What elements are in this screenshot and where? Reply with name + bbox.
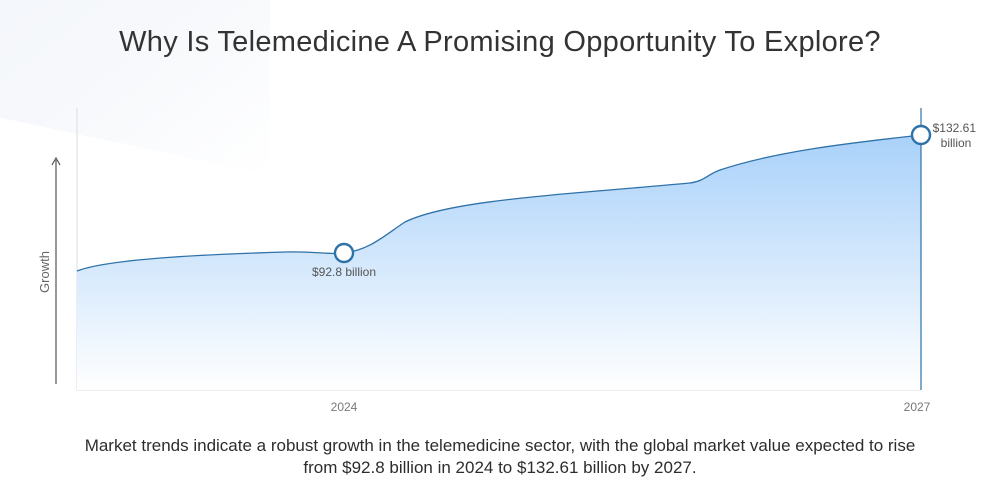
x-tick-2024: 2024	[331, 400, 358, 414]
chart-caption: Market trends indicate a robust growth i…	[84, 436, 916, 477]
data-point-2027	[910, 124, 932, 146]
data-label-2027-line2: billion	[941, 136, 972, 150]
data-label-2027: $132.61 billion	[933, 121, 980, 150]
data-label-2027-line1: $132.61	[933, 121, 977, 135]
y-axis-arrow	[51, 156, 61, 384]
data-point-2024	[333, 242, 355, 264]
x-tick-2027: 2027	[904, 400, 931, 414]
growth-line	[76, 134, 922, 272]
page-title: Why Is Telemedicine A Promising Opportun…	[119, 26, 881, 58]
data-label-2024: $92.8 billion	[312, 265, 376, 279]
y-axis-label: Growth	[37, 251, 52, 293]
growth-area-fill	[77, 135, 921, 390]
